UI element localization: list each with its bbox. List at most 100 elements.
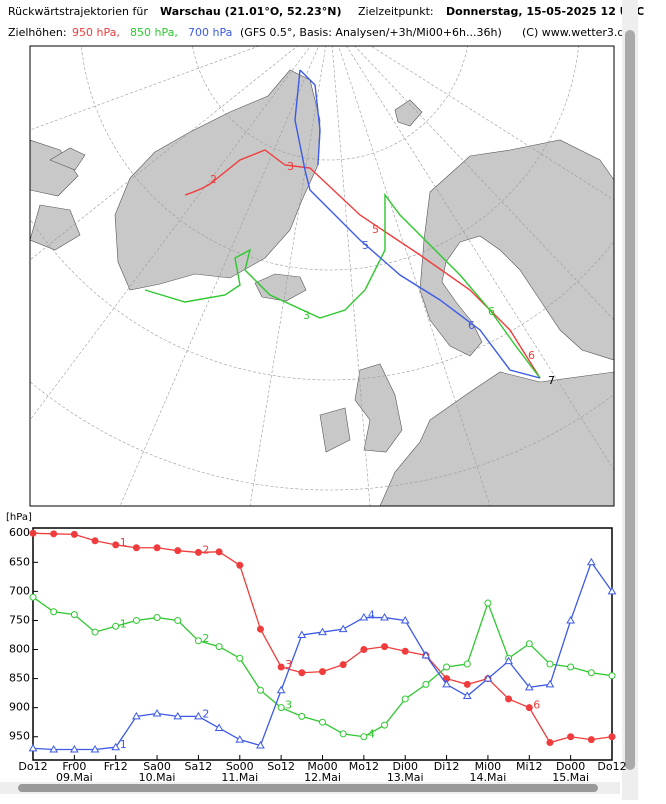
marker xyxy=(463,660,471,668)
trajectory-950 xyxy=(184,149,541,379)
map-day-label: 6 xyxy=(468,319,475,332)
title-prefix: Rückwärtstrajektorien für xyxy=(8,5,148,18)
marker xyxy=(462,691,472,700)
map-day-label: 5 xyxy=(362,239,369,252)
y-tick-label: 950 xyxy=(9,730,30,743)
marker xyxy=(546,739,554,747)
day-label: 1 xyxy=(120,617,127,630)
marker xyxy=(174,547,182,555)
day-label: 2 xyxy=(202,707,209,720)
marker xyxy=(152,708,162,717)
y-tick-label: 700 xyxy=(9,584,30,597)
copyright: (C) www.wetter3.de xyxy=(522,26,631,39)
marker xyxy=(50,530,58,538)
trajectory-700 xyxy=(294,69,541,379)
marker xyxy=(401,695,409,703)
day-label: 2 xyxy=(202,632,209,645)
marker xyxy=(132,544,140,552)
marker xyxy=(132,711,141,720)
level-850: 850 hPa, xyxy=(130,26,178,39)
marker xyxy=(587,736,595,744)
x-tick-label: Mi12 xyxy=(516,760,543,773)
marker xyxy=(381,721,389,729)
marker xyxy=(235,735,245,743)
x-tick-label: Sa00 xyxy=(143,760,171,773)
marker xyxy=(608,672,616,680)
marker xyxy=(567,663,575,671)
day-label: 2 xyxy=(202,543,209,556)
marker xyxy=(194,711,203,720)
marker xyxy=(359,613,369,621)
marker xyxy=(339,661,347,669)
marker xyxy=(49,745,59,753)
levels-label: Zielhöhen: xyxy=(8,26,67,39)
scroll-thumb-horizontal[interactable] xyxy=(18,784,598,792)
graticule xyxy=(30,46,614,506)
marker xyxy=(400,615,410,624)
marker xyxy=(546,660,554,668)
x-tick-label: Fr00 xyxy=(62,760,86,773)
x-tick-label: Fr12 xyxy=(104,760,128,773)
marker xyxy=(236,561,244,569)
x-tick-label: Do12 xyxy=(597,760,626,773)
marker xyxy=(525,640,533,648)
day-label: 3 xyxy=(285,699,292,712)
land xyxy=(30,69,614,506)
marker xyxy=(173,711,183,720)
marker xyxy=(174,616,182,624)
marker xyxy=(256,686,264,694)
marker xyxy=(318,627,327,636)
marker xyxy=(91,628,99,636)
marker xyxy=(256,740,265,749)
marker xyxy=(90,745,100,753)
marker xyxy=(276,685,286,694)
y-tick-label: 600 xyxy=(9,526,30,539)
marker xyxy=(236,654,244,662)
marker xyxy=(567,733,575,741)
marker xyxy=(360,646,368,654)
marker xyxy=(112,622,120,630)
marker xyxy=(297,630,307,638)
x-tick-label: So12 xyxy=(267,760,295,773)
marker xyxy=(607,586,617,595)
marker xyxy=(504,656,513,665)
x-tick-label: Mo00 xyxy=(307,760,337,773)
y-unit: [hPa] xyxy=(6,512,32,523)
marker xyxy=(442,679,451,688)
y-tick-label: 850 xyxy=(9,672,30,685)
day-label: 4 xyxy=(368,728,375,741)
marker xyxy=(319,718,326,726)
marker xyxy=(587,669,595,677)
marker xyxy=(194,637,202,645)
target-label: Zielzeitpunkt: xyxy=(358,5,434,18)
scroll-thumb[interactable] xyxy=(625,30,635,770)
day-label: 4 xyxy=(368,609,375,622)
marker xyxy=(463,680,471,688)
map-day-label: 7 xyxy=(548,374,555,387)
marker xyxy=(339,730,347,738)
marker xyxy=(608,733,616,741)
marker xyxy=(29,593,37,601)
y-tick-label: 900 xyxy=(9,701,30,714)
marker xyxy=(545,679,555,688)
map-day-label: 2 xyxy=(210,173,217,186)
map-day-label: 3 xyxy=(303,309,310,322)
marker xyxy=(422,680,430,688)
y-tick-label: 800 xyxy=(9,643,30,656)
marker xyxy=(153,614,161,622)
marker xyxy=(215,643,223,651)
marker xyxy=(70,530,78,538)
date-label: 09.Mai xyxy=(56,771,93,784)
target-time: Donnerstag, 15-05-2025 12 UTC xyxy=(446,5,644,18)
marker xyxy=(28,743,38,752)
marker xyxy=(443,663,451,671)
marker xyxy=(380,613,389,621)
marker xyxy=(524,682,534,691)
marker xyxy=(153,544,161,552)
marker xyxy=(69,745,79,753)
date-label: 14.Mai xyxy=(470,771,507,784)
title-place: Warschau (21.01°O, 52.23°N) xyxy=(160,5,342,18)
marker xyxy=(298,669,306,677)
